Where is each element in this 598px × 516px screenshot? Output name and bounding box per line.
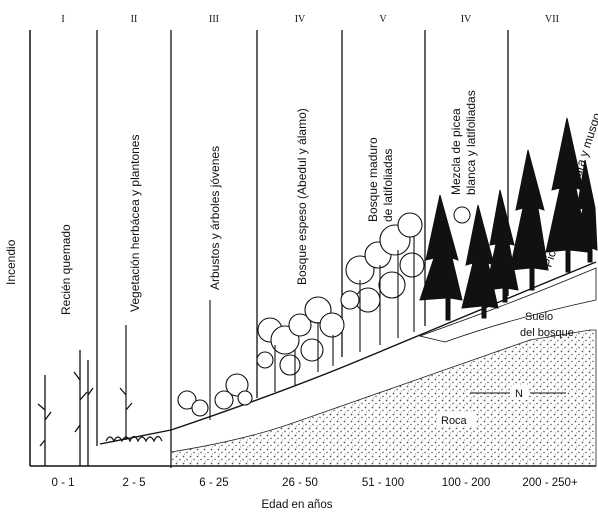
- stage-numeral: VII: [545, 14, 559, 25]
- age-label: 0 - 1: [51, 477, 74, 489]
- rock-label: Roca: [441, 415, 468, 427]
- stage-label: Recién quemado: [59, 224, 73, 315]
- age-labels: 0 - 1 2 - 5 6 - 25 26 - 50 51 - 100 100 …: [51, 477, 577, 489]
- age-label: 26 - 50: [282, 477, 318, 489]
- stage-numeral: II: [131, 14, 138, 25]
- mature-spruce-forest: [509, 117, 598, 291]
- x-axis-label: Edad en años: [262, 499, 333, 511]
- y-axis-label: Incendio: [4, 239, 18, 285]
- age-label: 100 - 200: [442, 477, 491, 489]
- mature-broadleaf-forest: [340, 212, 425, 352]
- stage-label: Bosque espeso (Abedul y álamo): [295, 108, 309, 285]
- stage-numeral: I: [61, 14, 64, 25]
- shrubs-young-trees: [177, 300, 253, 420]
- stage-numeral: IV: [461, 14, 472, 25]
- stage-label: blanca y latifoliadas: [464, 90, 478, 195]
- burned-snags: [37, 350, 94, 466]
- herbs-seedlings: [105, 325, 163, 443]
- rock-label-bg: [437, 412, 475, 426]
- age-label: 2 - 5: [122, 477, 145, 489]
- spruce-broadleaf-mix: [419, 189, 519, 321]
- rock-layer: [170, 329, 597, 467]
- stage-label: Bosque maduro: [366, 137, 380, 222]
- north-label: N: [515, 388, 523, 400]
- soil-label: Suelo: [525, 311, 553, 323]
- stage-numeral: IV: [295, 14, 306, 25]
- stage-label: Arbustos y árboles jóvenes: [208, 146, 222, 290]
- stage-dividers: [96, 30, 509, 468]
- age-label: 200 - 250+: [522, 477, 578, 489]
- age-label: 51 - 100: [362, 477, 404, 489]
- dense-deciduous-forest: [256, 296, 345, 392]
- stage-label: Vegetación herbácea y plantones: [128, 135, 142, 312]
- stage-numerals: I II III IV V IV VII: [61, 14, 559, 25]
- stage-label: de latifoliadas: [381, 149, 395, 222]
- stage-numeral: III: [209, 14, 219, 25]
- stage-numeral: V: [379, 14, 387, 25]
- soil-label: del bosque: [520, 327, 574, 339]
- north-label-bg: [512, 385, 528, 400]
- stage-label: Mezcla de picea: [449, 108, 463, 195]
- soil-band: [418, 267, 597, 343]
- age-label: 6 - 25: [199, 477, 228, 489]
